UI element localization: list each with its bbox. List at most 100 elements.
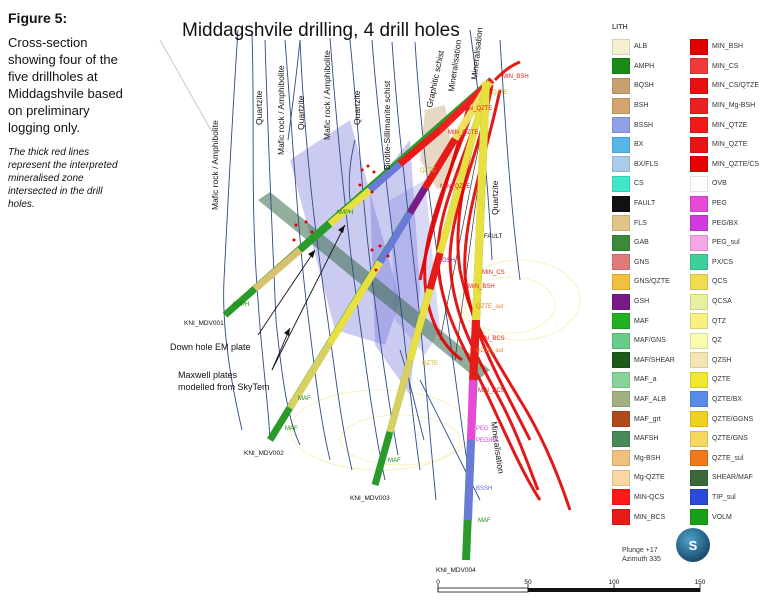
legend-label: BX [634, 141, 644, 149]
legend-item: Mg-QZTE [612, 468, 684, 488]
legend-label: PEG_sul [712, 239, 740, 247]
interval-label: QZTE_sul [476, 304, 503, 310]
legend-label: MIN_CS [712, 62, 739, 70]
legend-swatch [612, 234, 630, 251]
legend-item: FLS [612, 213, 684, 233]
legend-label: MAF_a [634, 376, 657, 384]
maxwell-label-line1: Maxwell plates [178, 370, 238, 380]
legend-item: PEG_sul [690, 233, 762, 253]
view-orientation: Plunge +17 Azimuth 335 [622, 546, 661, 564]
legend-item: MIN_QZTE [690, 135, 762, 155]
legend-swatch [690, 136, 708, 153]
legend-label: MIN_QZTE [712, 141, 748, 149]
legend-swatch [690, 293, 708, 310]
legend-swatch [690, 215, 708, 232]
legend-item: QZTE [690, 370, 762, 390]
interval-label: FAULT [484, 234, 503, 240]
legend-swatch [612, 77, 630, 94]
legend-item: MAF/GNS [612, 331, 684, 351]
legend-label: BX/FLS [634, 160, 659, 168]
drillhole-label-mdv001: KNI_MDV001 [184, 320, 224, 327]
legend-swatch [612, 254, 630, 271]
legend-item: MIN-QCS [612, 488, 684, 508]
interval-label: QZTE [492, 90, 508, 96]
legend-label: MAF/GNS [634, 337, 666, 345]
legend-swatch [612, 450, 630, 467]
legend-swatch [612, 195, 630, 212]
legend-item: QCSA [690, 292, 762, 312]
legend-item: PX/CS [690, 253, 762, 273]
legend-item: QZTE/BX [690, 390, 762, 410]
legend-swatch [612, 38, 630, 55]
legend-label: AMPH [634, 62, 655, 70]
interval-label: QZTE [420, 168, 436, 174]
drillhole-label-mdv004: KNI_MDV004 [436, 567, 476, 574]
legend-swatch [690, 469, 708, 486]
em-plate-label: Down hole EM plate [170, 342, 251, 352]
legend-item: MAF_ALB [612, 390, 684, 410]
legend-swatch [612, 411, 630, 428]
legend-swatch [690, 391, 708, 408]
legend-label: MIN_QZTE/CS [712, 160, 760, 168]
legend-item: AMPH [612, 57, 684, 77]
legend-swatch [690, 509, 708, 526]
legend-item: MAFSH [612, 429, 684, 449]
legend-label: GNS [634, 258, 650, 266]
legend-item: VOLM [690, 507, 762, 527]
legend-swatch [690, 489, 708, 506]
legend-item: MIN_CS/QTZE [690, 76, 762, 96]
legend-swatch [612, 509, 630, 526]
legend-label: QCS [712, 278, 728, 286]
drillhole-mdv002 [267, 80, 493, 442]
legend-label: QTZ [712, 317, 726, 325]
unit-label: Quartzite [352, 90, 362, 125]
diagram-title: Middagshvile drilling, 4 drill holes [182, 20, 460, 41]
legend-swatch [690, 156, 708, 173]
legend-swatch [612, 175, 630, 192]
legend-swatch [690, 195, 708, 212]
legend-label: QZ [712, 337, 722, 345]
legend-item: MAF_grt [612, 409, 684, 429]
legend-swatch [690, 332, 708, 349]
legend-label: MIN_QTZE [712, 121, 748, 129]
legend-title: LITH [612, 24, 628, 31]
legend-label: Mg-QZTE [634, 474, 665, 482]
legend-label: OVB [712, 180, 727, 188]
legend-item: MAF_a [612, 370, 684, 390]
callout-arrows [257, 224, 346, 371]
legend-item: GNS/QZTE [612, 272, 684, 292]
legend-swatch [612, 58, 630, 75]
legend-label: FLS [634, 219, 647, 227]
legend-label: PEG [712, 200, 727, 208]
interval-label: MAF [298, 396, 311, 402]
legend-item: PEG/BX [690, 213, 762, 233]
unit-label: Mafic rock / Amphibolite [210, 120, 220, 210]
legend-label: GNS/QZTE [634, 278, 670, 286]
legend-item: BSSH [612, 115, 684, 135]
azimuth-label: Azimuth 335 [622, 556, 661, 563]
interval-label: MIN_BCS [478, 336, 505, 342]
legend-label: BQSH [634, 82, 654, 90]
legend-swatch [690, 58, 708, 75]
legend-swatch [612, 293, 630, 310]
legend-swatch [612, 430, 630, 447]
interval-label: PEG/BX [476, 438, 498, 444]
legend-swatch [612, 156, 630, 173]
arrowheads [284, 225, 345, 336]
interval-label: MIN_CS [482, 270, 505, 276]
interval-label: MIN_QZTE [448, 130, 478, 136]
scale-bar: 0 50 100 150 [436, 579, 706, 593]
legend-item: MIN_BCS [612, 507, 684, 527]
legend-item: GNS [612, 253, 684, 273]
legend-item: BX/FLS [612, 155, 684, 175]
legend-label: BSSH [634, 121, 654, 129]
legend-label: QZTE [712, 376, 731, 384]
figure-note: The thick red lines represent the interp… [8, 147, 118, 210]
legend-label: QZTE/BX [712, 395, 742, 403]
drillhole-mdv001 [222, 77, 495, 318]
scale-tick-label: 100 [609, 579, 620, 586]
unit-label: Mineralisation [446, 39, 463, 93]
legend-label: QZTE/GGNS [712, 415, 754, 423]
legend-label: BSH [634, 102, 649, 110]
legend-swatch [690, 117, 708, 134]
